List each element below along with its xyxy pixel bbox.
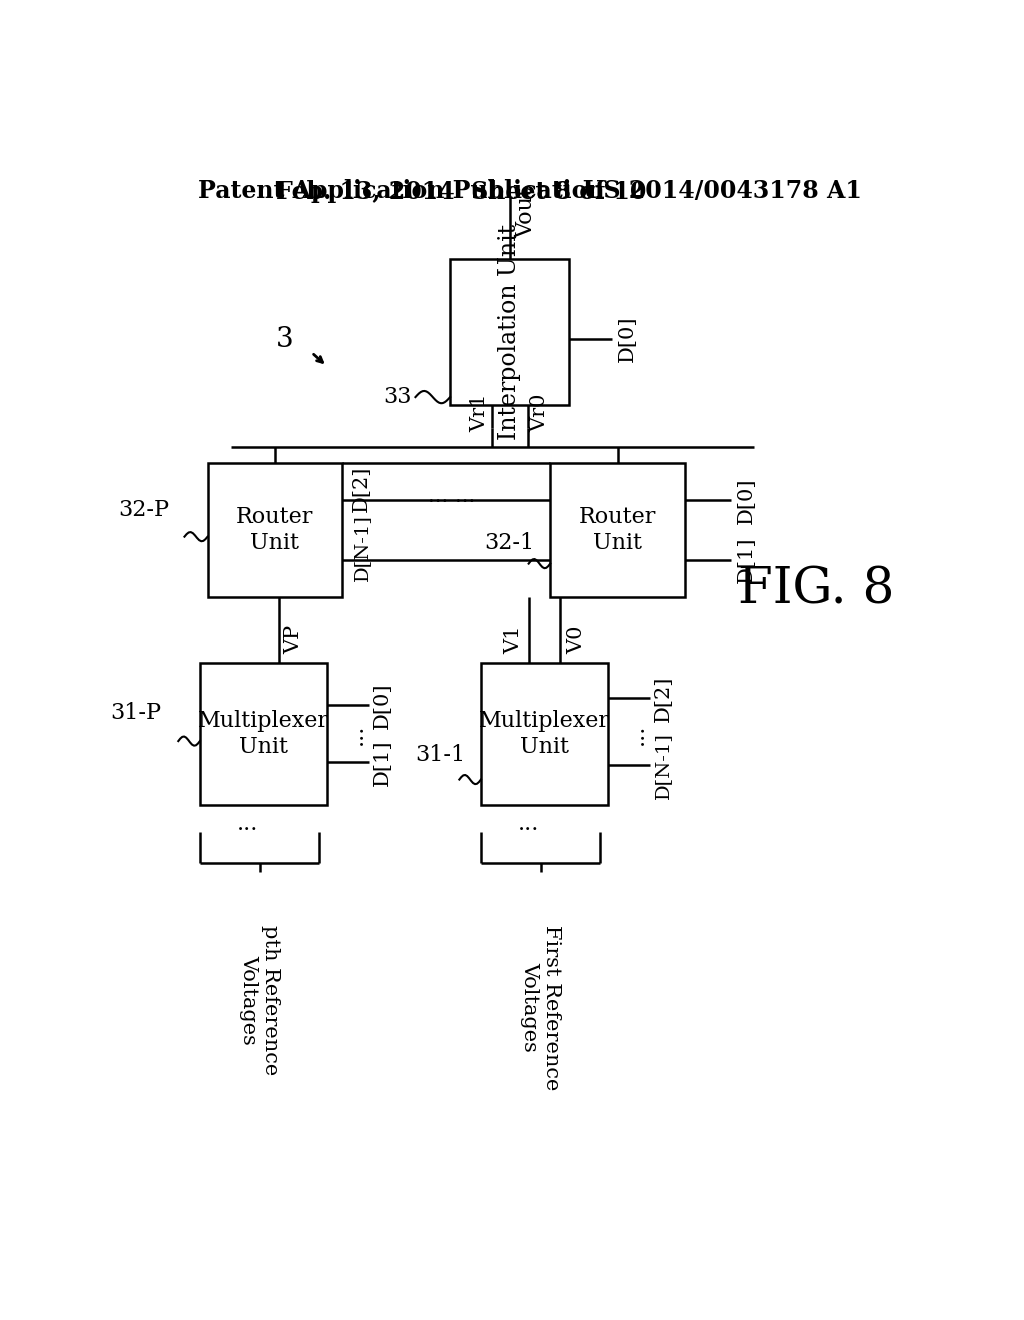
- Text: D[0]: D[0]: [737, 477, 756, 524]
- Bar: [550, 462, 685, 598]
- Text: D[2]: D[2]: [654, 675, 673, 722]
- Text: Vr0: Vr0: [530, 393, 550, 432]
- Text: Interpolation Unit: Interpolation Unit: [499, 223, 521, 440]
- Text: 3: 3: [275, 326, 293, 352]
- Text: D[1]: D[1]: [373, 739, 392, 785]
- Text: Patent Application Publication: Patent Application Publication: [199, 178, 605, 203]
- Text: D[0]: D[0]: [373, 682, 392, 729]
- Text: D[2]: D[2]: [352, 466, 371, 512]
- Text: 32-P: 32-P: [118, 499, 169, 520]
- Text: Vr1: Vr1: [470, 393, 489, 432]
- Text: D[0]: D[0]: [617, 315, 637, 362]
- Text: VP: VP: [285, 626, 304, 655]
- Text: ...: ...: [345, 723, 368, 744]
- Text: V0: V0: [567, 626, 587, 653]
- Text: ...: ...: [428, 487, 449, 506]
- Text: D[N-1]: D[N-1]: [654, 731, 673, 799]
- Bar: [208, 462, 342, 598]
- Text: 31-1: 31-1: [416, 744, 466, 767]
- Text: First Reference
Voltages: First Reference Voltages: [520, 924, 561, 1090]
- Text: ...: ...: [627, 723, 648, 744]
- Text: ...: ...: [518, 813, 540, 836]
- Bar: [481, 663, 608, 805]
- Text: 33: 33: [383, 387, 412, 408]
- Text: D[N-1]: D[N-1]: [352, 515, 371, 581]
- Text: 32-1: 32-1: [484, 532, 535, 554]
- Bar: [200, 663, 327, 805]
- Text: V1: V1: [504, 626, 523, 653]
- Text: 31-P: 31-P: [111, 702, 162, 723]
- Text: Multiplexer
Unit: Multiplexer Unit: [479, 710, 610, 758]
- Text: Router
Unit: Router Unit: [579, 507, 656, 553]
- Text: US 2014/0043178 A1: US 2014/0043178 A1: [584, 178, 862, 203]
- Text: pth Reference
Voltages: pth Reference Voltages: [239, 924, 280, 1074]
- Text: Router
Unit: Router Unit: [237, 507, 313, 553]
- Text: D[1]: D[1]: [737, 536, 756, 583]
- Text: Feb. 13, 2014  Sheet 8 of 10: Feb. 13, 2014 Sheet 8 of 10: [276, 178, 647, 203]
- Text: FIG. 8: FIG. 8: [737, 565, 894, 614]
- Text: Multiplexer
Unit: Multiplexer Unit: [198, 710, 329, 758]
- Text: Vout: Vout: [516, 187, 538, 238]
- Bar: [451, 259, 569, 405]
- Text: ...: ...: [238, 813, 259, 836]
- Text: ...: ...: [456, 487, 475, 506]
